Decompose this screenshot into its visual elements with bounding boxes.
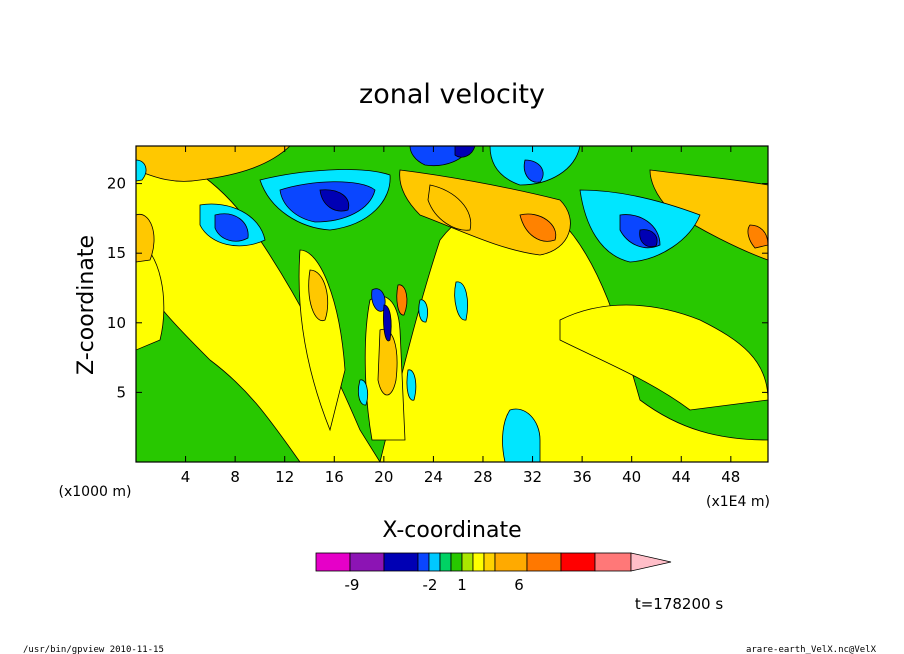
colorbar-label: -9 <box>345 576 360 594</box>
x-tick-label: 40 <box>622 468 641 486</box>
x-tick-label: 32 <box>523 468 542 486</box>
file-stamp: arare-earth_VelX.nc@VelX <box>746 645 877 654</box>
x-tick-label: 28 <box>473 468 492 486</box>
colorbar <box>315 552 672 572</box>
time-label: t=178200 s <box>635 595 723 613</box>
colorbar-segment <box>315 552 351 572</box>
field-patch-weak_neg <box>418 299 428 323</box>
colorbar-segment <box>472 552 485 572</box>
field-patch-strong_pos <box>396 284 408 316</box>
field-patch-pos <box>136 214 155 263</box>
field-patch-neg <box>214 213 249 242</box>
field-patch-weak_neg <box>136 159 147 182</box>
x-tick-label: 12 <box>275 468 294 486</box>
x-axis: 4 8 12 16 20 24 28 32 36 40 44 48 <box>181 146 740 486</box>
y-tick-label: 10 <box>107 314 126 332</box>
field-patch-weak_neg <box>454 281 468 321</box>
x-tick-label: 20 <box>374 468 393 486</box>
field-patch-weak_neg <box>502 408 541 462</box>
colorbar-segment <box>483 552 496 572</box>
x-tick-label: 36 <box>573 468 592 486</box>
colorbar-segment <box>494 552 528 572</box>
colorbar-segment <box>526 552 562 572</box>
field-patch-pos <box>427 184 472 231</box>
field-patch-neg <box>523 159 544 183</box>
y-axis: 5 10 15 20 <box>107 175 768 401</box>
program-stamp: /usr/bin/gpview 2010-11-15 <box>23 645 164 654</box>
colorbar-segment <box>560 552 596 572</box>
x-tick-label: 4 <box>181 468 191 486</box>
field-patch-weak_pos <box>559 304 768 411</box>
chart-title: zonal velocity <box>359 79 545 110</box>
velocity-field <box>136 146 768 462</box>
y-tick-label: 5 <box>116 383 126 401</box>
field-patch-weak_neg <box>358 379 368 406</box>
colorbar-segment <box>594 552 632 572</box>
plot-frame <box>135 145 769 463</box>
colorbar-label: 1 <box>457 576 467 594</box>
x-tick-label: 48 <box>721 468 740 486</box>
x-tick-label: 16 <box>325 468 344 486</box>
y-axis-label: Z-coordinate <box>74 235 99 375</box>
field-patch-strong_neg <box>383 304 392 342</box>
field-patch-pos <box>308 269 329 321</box>
field-patch-strong_pos <box>519 213 557 242</box>
field-patch-strong_neg <box>639 229 658 248</box>
field-patch-pos <box>649 169 768 261</box>
x-scale-note: (x1E4 m) <box>706 494 770 510</box>
x-tick-label: 24 <box>424 468 443 486</box>
y-tick-label: 20 <box>107 175 126 193</box>
colorbar-segment <box>428 552 441 572</box>
x-axis-label: X-coordinate <box>382 518 521 543</box>
colorbar-segment <box>461 552 474 572</box>
field-patch-strong_pos <box>747 224 768 249</box>
x-tick-label: 44 <box>672 468 691 486</box>
colorbar-segment <box>383 552 419 572</box>
colorbar-segment <box>417 552 430 572</box>
y-scale-note: (x1000 m) <box>59 484 132 500</box>
colorbar-labels: -9 -2 1 6 <box>345 576 524 594</box>
colorbar-segment <box>450 552 463 572</box>
field-patch-weak_neg <box>406 369 417 401</box>
field-patch-strong_neg <box>319 189 350 212</box>
colorbar-segment <box>349 552 385 572</box>
colorbar-extend-arrow <box>630 552 672 572</box>
x-tick-label: 8 <box>230 468 240 486</box>
colorbar-label: 6 <box>514 576 524 594</box>
y-tick-label: 15 <box>107 244 126 262</box>
colorbar-label: -2 <box>423 576 438 594</box>
field-patch-pos <box>136 146 291 182</box>
colorbar-segment <box>439 552 452 572</box>
